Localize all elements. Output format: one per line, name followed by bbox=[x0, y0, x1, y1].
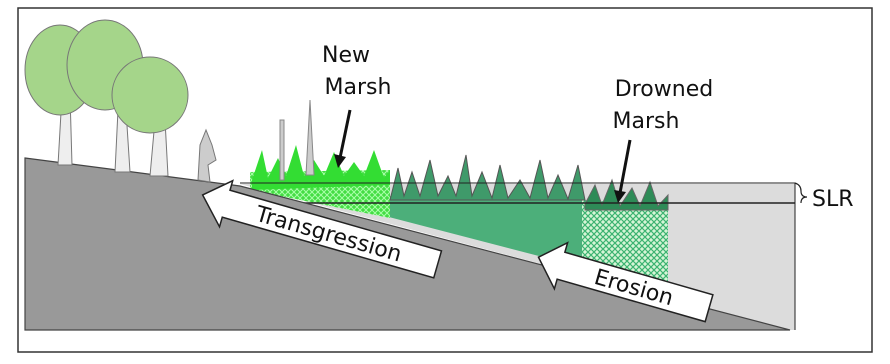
label-line: New bbox=[322, 43, 370, 68]
label-line: Marsh bbox=[613, 109, 680, 134]
slr-label: SLR bbox=[812, 187, 854, 212]
stem bbox=[280, 120, 284, 180]
label-line: Marsh bbox=[325, 75, 392, 100]
label-line: Drowned bbox=[615, 77, 713, 102]
diagram: Transgression Erosion New Marsh Drowned … bbox=[0, 0, 890, 360]
